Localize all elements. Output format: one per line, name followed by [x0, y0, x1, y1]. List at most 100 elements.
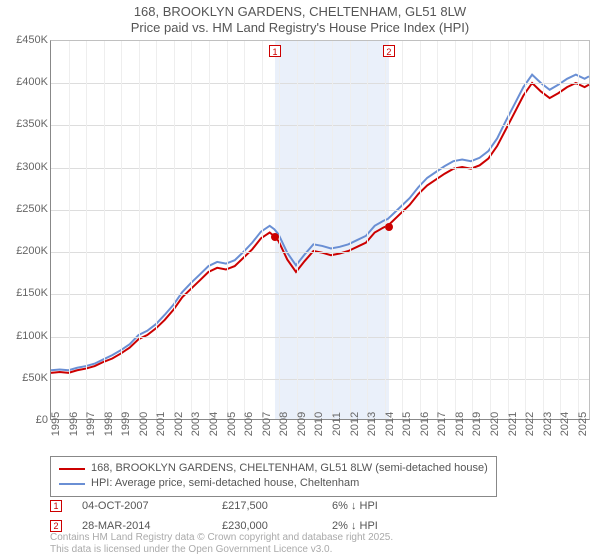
chart-vgrid: [279, 41, 280, 419]
x-axis-label: 1996: [68, 412, 80, 436]
x-axis-label: 2010: [313, 412, 325, 436]
chart-plot-area: 12: [50, 40, 590, 420]
chart-vgrid: [227, 41, 228, 419]
sale-row-2: 2 28-MAR-2014 £230,000 2% ↓ HPI: [50, 520, 378, 532]
x-axis-label: 2025: [577, 412, 589, 436]
chart-vgrid: [244, 41, 245, 419]
y-axis-label: £0: [4, 414, 48, 426]
chart-vgrid: [314, 41, 315, 419]
chart-vgrid: [367, 41, 368, 419]
legend-swatch-hpi: [59, 483, 85, 485]
x-axis-label: 1998: [103, 412, 115, 436]
sale-date-2: 28-MAR-2014: [82, 520, 202, 532]
chart-vgrid: [455, 41, 456, 419]
x-axis-label: 2018: [454, 412, 466, 436]
chart-vgrid: [139, 41, 140, 419]
sale-delta-1: 6% ↓ HPI: [332, 500, 378, 512]
sale-row-1: 1 04-OCT-2007 £217,500 6% ↓ HPI: [50, 500, 378, 512]
x-axis-label: 2001: [155, 412, 167, 436]
x-axis-label: 2002: [173, 412, 185, 436]
x-axis-label: 2017: [436, 412, 448, 436]
chart-footer: Contains HM Land Registry data © Crown c…: [50, 532, 393, 556]
chart-vgrid: [174, 41, 175, 419]
x-axis-label: 2019: [471, 412, 483, 436]
footer-line2: This data is licensed under the Open Gov…: [50, 544, 393, 556]
chart-vgrid: [525, 41, 526, 419]
chart-vgrid: [402, 41, 403, 419]
y-axis-label: £150K: [4, 287, 48, 299]
x-axis-label: 2012: [349, 412, 361, 436]
chart-legend: 168, BROOKLYN GARDENS, CHELTENHAM, GL51 …: [50, 456, 497, 497]
chart-vgrid: [472, 41, 473, 419]
x-axis-label: 2007: [261, 412, 273, 436]
legend-item-hpi: HPI: Average price, semi-detached house,…: [59, 476, 488, 491]
chart-vgrid: [262, 41, 263, 419]
chart-vgrid: [578, 41, 579, 419]
x-axis-label: 2005: [226, 412, 238, 436]
chart-vgrid: [350, 41, 351, 419]
x-axis-label: 2006: [243, 412, 255, 436]
chart-vgrid: [121, 41, 122, 419]
chart-vgrid: [543, 41, 544, 419]
x-axis-label: 2011: [331, 412, 343, 436]
chart-vgrid: [104, 41, 105, 419]
x-axis-label: 2008: [278, 412, 290, 436]
y-axis-label: £350K: [4, 118, 48, 130]
sale-date-1: 04-OCT-2007: [82, 500, 202, 512]
chart-vgrid: [156, 41, 157, 419]
legend-swatch-property: [59, 468, 85, 470]
chart-container: { "title": { "line1": "168, BROOKLYN GAR…: [0, 0, 600, 560]
x-axis-label: 2021: [507, 412, 519, 436]
chart-vgrid: [86, 41, 87, 419]
x-axis-label: 2023: [542, 412, 554, 436]
legend-item-property: 168, BROOKLYN GARDENS, CHELTENHAM, GL51 …: [59, 461, 488, 476]
sale-price-2: £230,000: [222, 520, 312, 532]
sale-marker-box-1: 1: [269, 45, 281, 57]
x-axis-label: 2015: [401, 412, 413, 436]
chart-vgrid: [420, 41, 421, 419]
chart-vgrid: [385, 41, 386, 419]
y-axis-label: £400K: [4, 76, 48, 88]
chart-vgrid: [209, 41, 210, 419]
x-axis-label: 2004: [208, 412, 220, 436]
chart-vgrid: [490, 41, 491, 419]
y-axis-label: £300K: [4, 161, 48, 173]
x-axis-label: 2022: [524, 412, 536, 436]
x-axis-label: 1995: [50, 412, 62, 436]
x-axis-label: 2016: [419, 412, 431, 436]
y-axis-label: £450K: [4, 34, 48, 46]
x-axis-label: 2003: [190, 412, 202, 436]
sale-marker-1: 1: [50, 500, 62, 512]
x-axis-label: 2014: [384, 412, 396, 436]
x-axis-label: 2009: [296, 412, 308, 436]
footer-line1: Contains HM Land Registry data © Crown c…: [50, 532, 393, 544]
legend-label-property: 168, BROOKLYN GARDENS, CHELTENHAM, GL51 …: [91, 461, 488, 476]
chart-vgrid: [508, 41, 509, 419]
sale-marker-2: 2: [50, 520, 62, 532]
chart-vgrid: [69, 41, 70, 419]
down-arrow-icon: ↓: [351, 500, 357, 512]
chart-title-block: 168, BROOKLYN GARDENS, CHELTENHAM, GL51 …: [0, 0, 600, 35]
chart-title-line1: 168, BROOKLYN GARDENS, CHELTENHAM, GL51 …: [0, 4, 600, 20]
x-axis-label: 2000: [138, 412, 150, 436]
chart-vgrid: [297, 41, 298, 419]
chart-vgrid: [437, 41, 438, 419]
sale-dot-1: [271, 233, 279, 241]
chart-vgrid: [191, 41, 192, 419]
y-axis-label: £50K: [4, 372, 48, 384]
y-axis-label: £250K: [4, 203, 48, 215]
down-arrow-icon: ↓: [351, 520, 357, 532]
y-axis-label: £200K: [4, 245, 48, 257]
sale-marker-box-2: 2: [383, 45, 395, 57]
x-axis-label: 2024: [559, 412, 571, 436]
sale-delta-2: 2% ↓ HPI: [332, 520, 378, 532]
x-axis-label: 1999: [120, 412, 132, 436]
sale-price-1: £217,500: [222, 500, 312, 512]
chart-title-line2: Price paid vs. HM Land Registry's House …: [0, 20, 600, 36]
sale-dot-2: [385, 223, 393, 231]
x-axis-label: 2013: [366, 412, 378, 436]
x-axis-label: 1997: [85, 412, 97, 436]
legend-label-hpi: HPI: Average price, semi-detached house,…: [91, 476, 359, 491]
y-axis-label: £100K: [4, 330, 48, 342]
x-axis-label: 2020: [489, 412, 501, 436]
